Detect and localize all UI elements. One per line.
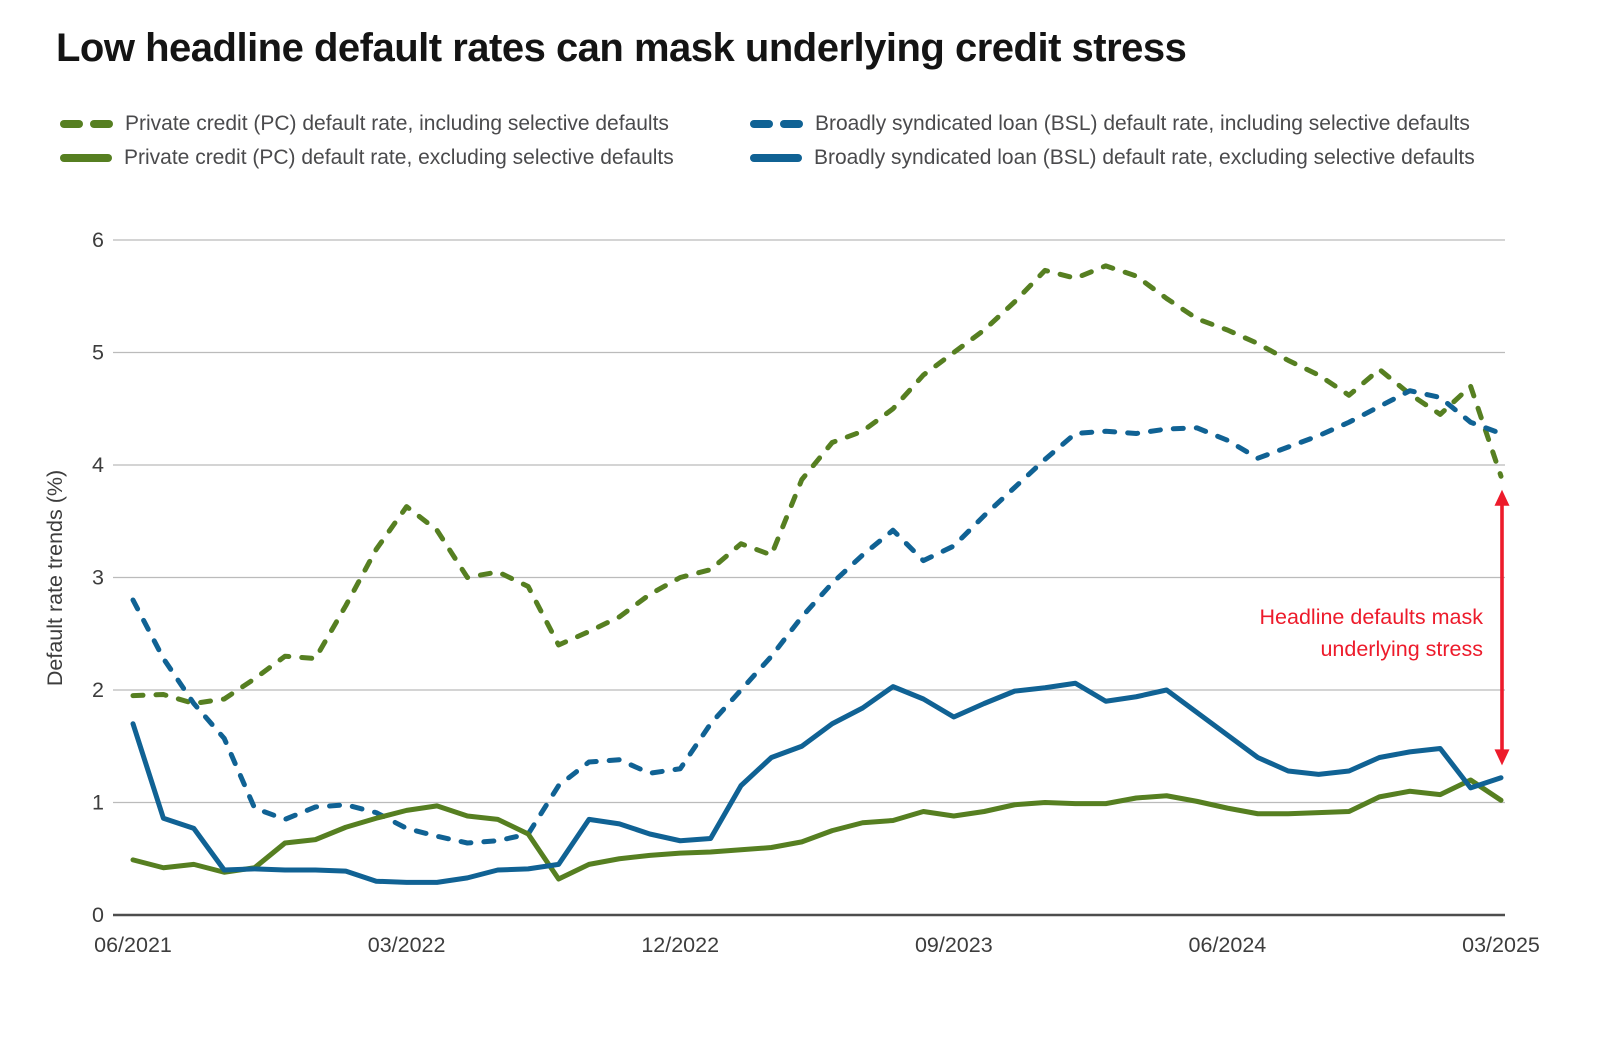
legend-item-pc-including: Private credit (PC) default rate, includ… xyxy=(60,112,750,136)
legend-label: Private credit (PC) default rate, includ… xyxy=(125,112,669,135)
pc-solid-line-swatch-icon xyxy=(60,154,112,162)
annotation-arrowhead-up-icon xyxy=(1494,489,1510,506)
y-tick-label: 4 xyxy=(92,453,104,477)
legend-item-bsl-including: Broadly syndicated loan (BSL) default ra… xyxy=(750,112,1475,136)
annotation-arrowhead-down-icon xyxy=(1494,749,1510,766)
x-tick-label: 12/2022 xyxy=(641,933,719,957)
y-tick-label: 1 xyxy=(92,791,104,815)
y-tick-label: 6 xyxy=(92,228,104,252)
legend-item-pc-excluding: Private credit (PC) default rate, exclud… xyxy=(60,146,750,170)
legend-item-bsl-excluding: Broadly syndicated loan (BSL) default ra… xyxy=(750,146,1475,170)
x-tick-label: 06/2021 xyxy=(94,933,172,957)
chart-title: Low headline default rates can mask unde… xyxy=(56,26,1187,70)
y-tick-label: 5 xyxy=(92,341,104,365)
x-tick-label: 03/2025 xyxy=(1462,933,1540,957)
annotation-text: Headline defaults mask underlying stress xyxy=(1260,601,1483,665)
annotation-line-1: Headline defaults mask xyxy=(1259,605,1483,629)
x-tick-label: 06/2024 xyxy=(1189,933,1267,957)
series-line-green-solid xyxy=(130,777,1504,882)
x-tick-label: 09/2023 xyxy=(915,933,993,957)
series-line-blue-solid xyxy=(130,680,1504,885)
annotation-line-2: underlying stress xyxy=(1320,637,1483,661)
x-tick-label: 03/2022 xyxy=(368,933,446,957)
y-axis-label: Default rate trends (%) xyxy=(43,470,67,686)
legend-label: Broadly syndicated loan (BSL) default ra… xyxy=(815,112,1470,135)
legend-label: Broadly syndicated loan (BSL) default ra… xyxy=(814,146,1475,169)
y-tick-label: 3 xyxy=(92,566,104,590)
chart-legend: Private credit (PC) default rate, includ… xyxy=(60,112,1475,170)
y-tick-label: 0 xyxy=(92,903,104,927)
series-line-green-dashed xyxy=(130,263,1504,706)
series-line-blue-dashed xyxy=(130,388,1504,846)
bsl-dashed-line-swatch-icon xyxy=(750,120,803,128)
pc-dashed-line-swatch-icon xyxy=(60,120,113,128)
legend-label: Private credit (PC) default rate, exclud… xyxy=(124,146,674,169)
bsl-solid-line-swatch-icon xyxy=(750,154,802,162)
y-tick-label: 2 xyxy=(92,678,104,702)
